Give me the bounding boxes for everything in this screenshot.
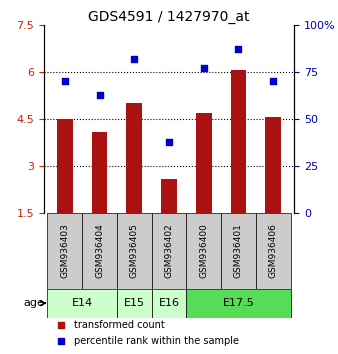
Bar — [82, 213, 117, 289]
Text: percentile rank within the sample: percentile rank within the sample — [74, 336, 239, 346]
Text: E15: E15 — [124, 298, 145, 308]
Bar — [57, 119, 73, 213]
Bar — [92, 132, 107, 213]
Point — [236, 46, 241, 52]
Point — [166, 139, 172, 144]
Point — [270, 79, 276, 84]
Text: E16: E16 — [159, 298, 179, 308]
Bar — [186, 213, 221, 289]
Text: E17.5: E17.5 — [223, 298, 255, 308]
Text: GSM936401: GSM936401 — [234, 223, 243, 278]
Point — [201, 65, 207, 71]
Title: GDS4591 / 1427970_at: GDS4591 / 1427970_at — [88, 10, 250, 24]
Text: transformed count: transformed count — [74, 320, 165, 330]
Bar — [256, 213, 291, 289]
Text: GSM936405: GSM936405 — [130, 223, 139, 278]
Text: GSM936400: GSM936400 — [199, 223, 208, 278]
Bar — [196, 113, 212, 213]
Bar — [161, 179, 177, 213]
Bar — [265, 118, 281, 213]
Bar — [221, 213, 256, 289]
Text: GSM936406: GSM936406 — [269, 223, 278, 278]
Text: E14: E14 — [72, 298, 93, 308]
Bar — [117, 289, 152, 318]
Bar — [117, 213, 152, 289]
Point — [62, 79, 68, 84]
Text: age: age — [23, 298, 44, 308]
Text: GSM936403: GSM936403 — [60, 223, 69, 278]
Bar — [126, 103, 142, 213]
Text: GSM936404: GSM936404 — [95, 224, 104, 278]
Bar — [186, 289, 291, 318]
Bar — [47, 213, 82, 289]
Bar — [47, 289, 117, 318]
Point — [131, 56, 137, 62]
Bar — [152, 289, 186, 318]
Bar — [152, 213, 186, 289]
Point — [97, 92, 102, 97]
Text: GSM936402: GSM936402 — [165, 224, 173, 278]
Bar — [231, 70, 246, 213]
